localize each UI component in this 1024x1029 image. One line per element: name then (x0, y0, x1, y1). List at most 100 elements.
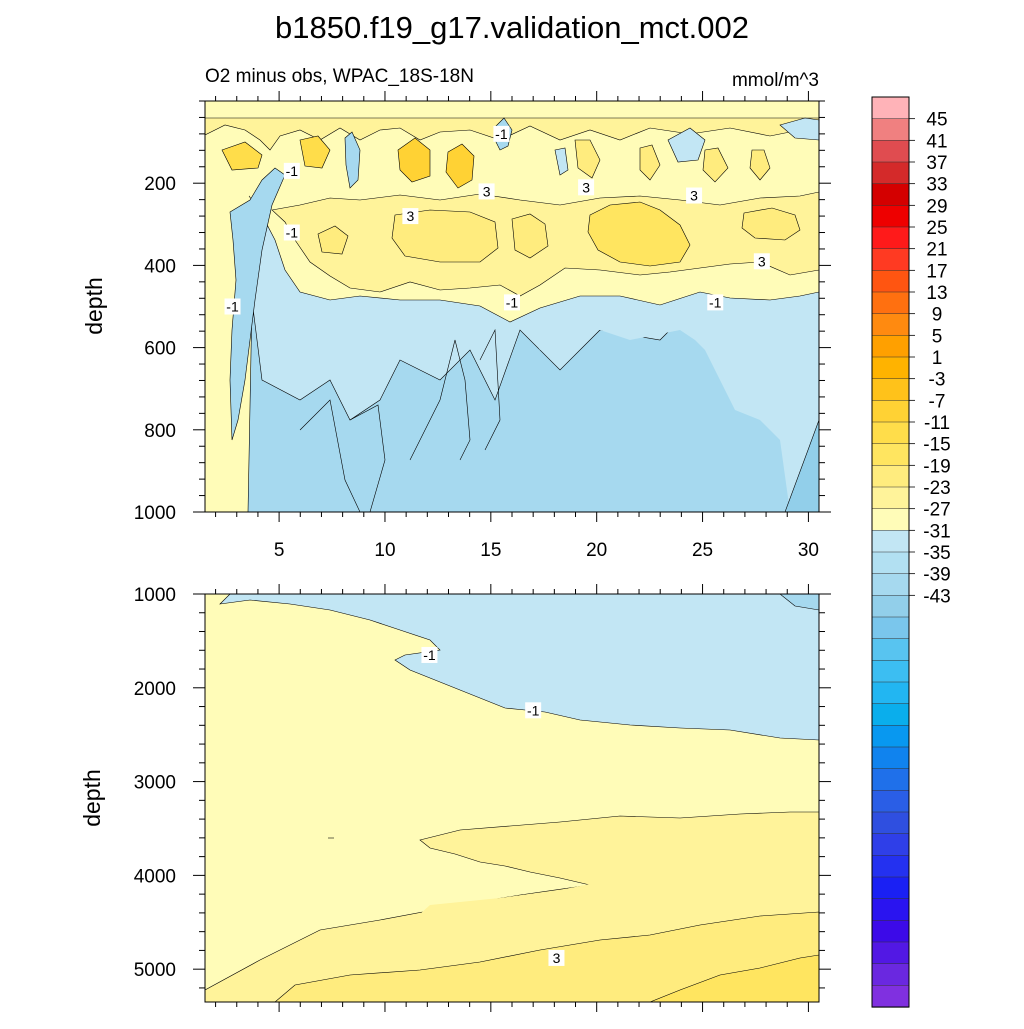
contour-label-box (283, 162, 300, 179)
y-tick-label: 1000 (134, 585, 176, 606)
colorbar-swatch (871, 573, 910, 596)
colorbar-label: 29 (926, 196, 947, 217)
colorbar-label: -19 (923, 456, 950, 477)
contour-label-box (578, 179, 595, 196)
colorbar-swatch (871, 465, 910, 488)
chart-title: b1850.f19_g17.validation_mct.002 (275, 10, 749, 45)
upper-neg-patch-east (667, 127, 706, 163)
upper-core-e (574, 139, 601, 179)
colorbar: 454137332925211713951-3-7-11-15-19-23-27… (871, 96, 951, 1008)
lower-fill-pos-7 (649, 954, 819, 1002)
colorbar-swatch (871, 746, 910, 770)
colorbar-swatch (871, 183, 910, 206)
contour-label: 3 (690, 188, 698, 204)
colorbar-label: -27 (923, 500, 950, 521)
contour-label: -1 (495, 126, 508, 142)
chart-subtitle: O2 minus obs, WPAC_18S-18N (205, 66, 474, 87)
x-tick-label: 5 (274, 540, 285, 561)
upper-core-a (221, 141, 263, 171)
contour-label: -1 (423, 647, 436, 663)
lower-axis-ticks: 1000 2000 3000 4000 5000 (134, 584, 831, 1012)
upper-north-intrusion (344, 131, 361, 189)
contour-label: 3 (553, 950, 561, 966)
colorbar-swatch (871, 898, 910, 921)
y-tick-label: 800 (144, 421, 176, 442)
colorbar-frame (871, 96, 910, 1008)
lower-fill-pos-5 (274, 911, 819, 1002)
upper-contour-labels: -1 -1 -1 -1 3 3 3 3 3 -1 -1 (224, 125, 770, 315)
upper-fill-pos-7-east (587, 201, 691, 267)
upper-core-f (639, 144, 661, 181)
colorbar-swatch (871, 681, 910, 705)
lower-contour-labels: -1 -1 3 (421, 646, 565, 966)
contour-label-box (753, 253, 770, 270)
lower-fill-neg-3 (779, 594, 819, 611)
x-tick-label: 30 (798, 540, 819, 561)
upper-neg-patch-ne (779, 117, 819, 141)
colorbar-swatch (871, 551, 910, 575)
upper-core-h (749, 149, 771, 181)
colorbar-swatch (871, 443, 910, 466)
y-tick-label: 200 (144, 174, 176, 195)
colorbar-label: -43 (923, 586, 950, 607)
x-tick-label: 25 (692, 540, 713, 561)
upper-core-d (445, 143, 475, 189)
units-label: mmol/m^3 (732, 70, 819, 91)
colorbar-label: 41 (926, 131, 947, 152)
colorbar-swatch (871, 811, 910, 835)
upper-core-g (702, 147, 729, 183)
colorbar-swatch (871, 508, 910, 531)
colorbar-swatch (871, 421, 910, 445)
contour-label: -1 (286, 225, 299, 241)
upper-core-c (397, 137, 431, 183)
upper-fill-pos-5-small (317, 225, 349, 255)
colorbar-swatch (871, 660, 910, 683)
contour-label-box (478, 183, 495, 200)
contour-label: -1 (709, 294, 722, 310)
colorbar-label: -11 (924, 413, 950, 434)
colorbar-swatch (871, 96, 910, 120)
x-tick-label: 20 (586, 540, 607, 561)
contour-label-box (402, 208, 419, 225)
colorbar-label: 1 (932, 348, 943, 369)
colorbar-label: -15 (923, 435, 950, 456)
colorbar-swatch (871, 725, 910, 748)
upper-deep-east (784, 419, 819, 512)
upper-fill-pos-5-mid (511, 213, 549, 259)
colorbar-swatch (871, 205, 910, 228)
contour-label-box (421, 646, 438, 663)
contour-label-box (224, 298, 241, 315)
upper-contour-line-3 (409, 339, 471, 461)
colorbar-swatch (871, 768, 910, 791)
lower-y-axis-title: depth (79, 769, 105, 827)
colorbar-swatch (871, 985, 910, 1008)
colorbar-label: -31 (923, 521, 950, 542)
colorbar-swatch (871, 920, 910, 943)
y-tick-label: 600 (144, 339, 176, 360)
colorbar-swatch (871, 595, 910, 618)
upper-y-axis-title: depth (81, 277, 107, 335)
colorbar-label: 13 (926, 283, 947, 304)
colorbar-label: 25 (926, 218, 947, 239)
contour-label-box (686, 187, 703, 204)
upper-contour-line-2 (349, 404, 386, 512)
contour-label: 3 (483, 183, 491, 199)
colorbar-label: 37 (926, 153, 947, 174)
colorbar-label: -39 (923, 565, 950, 586)
contour-label-box (548, 949, 565, 966)
colorbar-swatch (871, 703, 910, 726)
contour-label: 3 (406, 208, 414, 224)
colorbar-swatch (871, 876, 910, 900)
colorbar-swatch (871, 790, 910, 813)
contour-label-box (525, 702, 542, 719)
colorbar-swatch (871, 161, 910, 185)
upper-axis-ticks: 5 10 15 20 25 30 200 400 600 800 1000 (134, 91, 831, 561)
colorbar-label: -7 (929, 391, 946, 412)
x-tick-label: 10 (374, 540, 395, 561)
y-tick-label: 3000 (134, 773, 176, 794)
colorbar-label: 5 (932, 326, 943, 347)
contour-label: -1 (286, 163, 299, 179)
colorbar-label: -23 (923, 478, 950, 499)
colorbar-swatch (871, 638, 910, 661)
colorbar-swatch (871, 616, 910, 640)
